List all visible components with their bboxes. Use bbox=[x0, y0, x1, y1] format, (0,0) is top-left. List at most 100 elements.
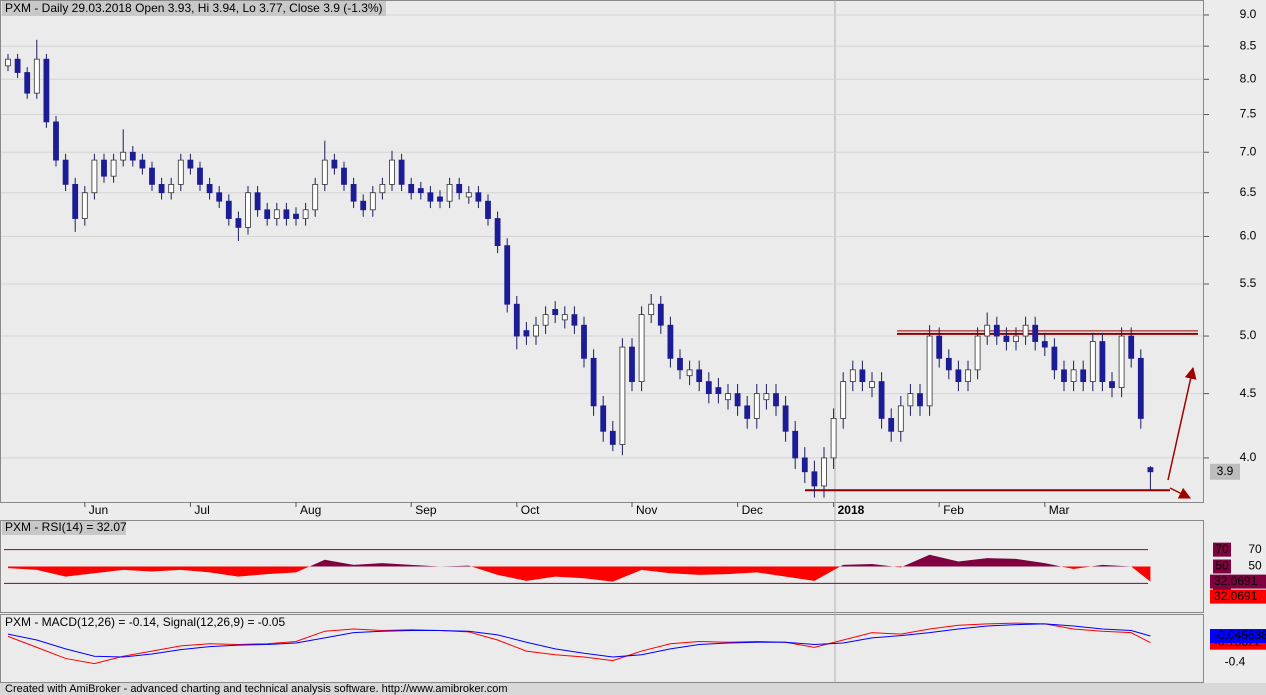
candle-body bbox=[648, 303, 655, 316]
candle-body bbox=[206, 183, 213, 194]
candle-body bbox=[744, 405, 751, 419]
candle-body bbox=[773, 393, 779, 407]
rsi-badge-box bbox=[1210, 589, 1266, 604]
x-tick-label: Jul bbox=[194, 503, 209, 517]
candle-body bbox=[389, 159, 395, 185]
candle-body bbox=[849, 369, 856, 382]
candle-body bbox=[293, 213, 299, 219]
candle-body bbox=[216, 192, 223, 202]
candle-body bbox=[955, 369, 962, 382]
candle-body bbox=[456, 183, 463, 194]
candle-body bbox=[1118, 335, 1125, 388]
y-tick-label: 4.5 bbox=[1240, 386, 1257, 400]
y-tick-label: 7.5 bbox=[1240, 107, 1257, 121]
candle-body bbox=[14, 58, 21, 73]
candle-body bbox=[542, 314, 549, 326]
rsi-title: PXM - RSI(14) = 32.07 bbox=[5, 520, 127, 534]
candle-body bbox=[139, 159, 146, 169]
candle-body bbox=[590, 357, 597, 407]
candle-body bbox=[158, 183, 165, 194]
candle-body bbox=[72, 183, 79, 219]
candle-body bbox=[360, 200, 367, 211]
candle-body bbox=[398, 159, 405, 185]
candle-body bbox=[734, 393, 741, 407]
candle-body bbox=[379, 183, 386, 194]
candle-body bbox=[936, 335, 943, 359]
candle-body bbox=[657, 303, 664, 326]
candle-body bbox=[878, 381, 885, 419]
rsi-badge: 32.0691 bbox=[1214, 589, 1258, 603]
candle-body bbox=[264, 209, 271, 219]
y-tick-label: 6.5 bbox=[1240, 185, 1257, 199]
candle-body bbox=[792, 430, 799, 459]
macd-title: PXM - MACD(12,26) = -0.14, Signal(12,26,… bbox=[5, 615, 285, 629]
candle-body bbox=[1109, 381, 1115, 388]
rsi-tick-label: 70 bbox=[1215, 542, 1229, 556]
candle-body bbox=[283, 209, 290, 219]
arrow-down bbox=[1169, 487, 1192, 499]
candle-body bbox=[619, 346, 626, 445]
candle-body bbox=[321, 159, 328, 185]
candle-body bbox=[1137, 357, 1144, 419]
macd-pane bbox=[0, 614, 1204, 683]
arrow-up bbox=[1167, 366, 1197, 481]
price-badge-box bbox=[1210, 463, 1240, 480]
candle-body bbox=[629, 346, 635, 382]
candle-body bbox=[312, 183, 319, 211]
candle-body bbox=[840, 381, 847, 419]
candle-body bbox=[561, 314, 568, 321]
candle-body bbox=[177, 159, 184, 185]
rsi-area-below bbox=[8, 566, 1151, 582]
rsi-tick-label: 50 bbox=[1248, 559, 1262, 573]
candle-body bbox=[43, 58, 50, 123]
chart-title: PXM - Daily 29.03.2018 Open 3.93, Hi 3.9… bbox=[5, 1, 383, 15]
candle-body bbox=[1022, 324, 1029, 337]
rsi-tick-label: 50 bbox=[1215, 559, 1229, 573]
candle-body bbox=[341, 167, 347, 185]
candle-body bbox=[753, 393, 760, 419]
candle-body bbox=[1041, 341, 1048, 348]
candle-body bbox=[696, 369, 703, 382]
rsi-tick-box bbox=[1213, 559, 1231, 574]
candle-body bbox=[427, 192, 434, 202]
x-tick-label: Feb bbox=[943, 503, 964, 517]
candle-body bbox=[581, 324, 587, 359]
candle-body bbox=[475, 192, 482, 202]
rsi-area-above bbox=[8, 554, 1151, 567]
candle-body bbox=[417, 188, 424, 194]
y-tick-label: 4.0 bbox=[1240, 450, 1257, 464]
candle-body bbox=[245, 192, 251, 228]
rsi-title-box bbox=[2, 521, 126, 535]
candle-body bbox=[965, 369, 971, 382]
x-tick-label: Sep bbox=[415, 503, 437, 517]
candle-body bbox=[993, 324, 1000, 337]
candle-body bbox=[197, 167, 203, 185]
candle-body bbox=[53, 121, 59, 161]
candle-body bbox=[1061, 369, 1067, 382]
macd-badge: -0.045638 bbox=[1214, 628, 1266, 642]
candle-body bbox=[1051, 346, 1058, 371]
rsi-badge-box bbox=[1210, 574, 1266, 589]
x-tick-label: Mar bbox=[1049, 503, 1070, 517]
candle-body bbox=[1099, 341, 1106, 382]
candle-body bbox=[1003, 335, 1010, 342]
rsi-tick-box bbox=[1213, 542, 1231, 557]
candle-body bbox=[638, 314, 645, 382]
candle-body bbox=[926, 335, 933, 407]
candle-body bbox=[888, 418, 895, 432]
y-tick-label: 5.5 bbox=[1240, 276, 1257, 290]
candle-body bbox=[945, 357, 952, 371]
candle-body bbox=[408, 183, 415, 194]
y-tick-label: 8.0 bbox=[1240, 71, 1257, 85]
candle-body bbox=[331, 159, 338, 169]
candle-body bbox=[33, 58, 40, 94]
candle-body bbox=[437, 196, 443, 202]
candle-body bbox=[494, 218, 501, 247]
x-tick-label: Aug bbox=[300, 503, 321, 517]
candle-body bbox=[533, 324, 539, 337]
candle-body bbox=[1128, 335, 1135, 359]
candle-body bbox=[677, 357, 683, 371]
candle-body bbox=[1080, 369, 1087, 382]
candle-body bbox=[984, 324, 991, 337]
